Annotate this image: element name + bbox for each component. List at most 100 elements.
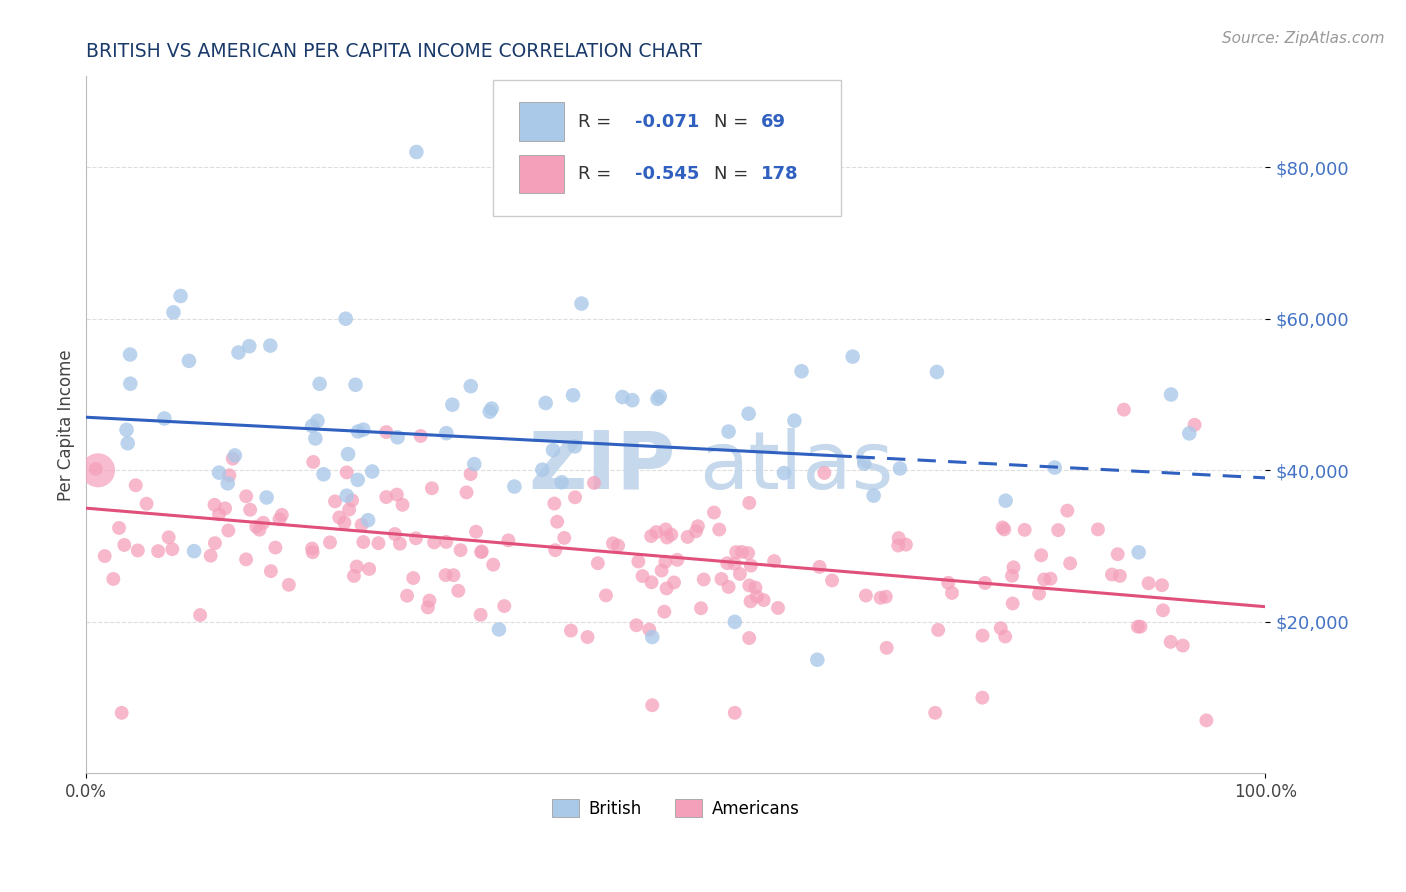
Point [586, 556, 609, 570]
Point [534, 396, 557, 410]
Point [418, 593, 440, 607]
Text: ZIP: ZIP [529, 427, 676, 506]
Point [335, 311, 357, 326]
Point [352, 423, 374, 437]
Point [1002, 560, 1025, 574]
Point [1152, 603, 1174, 617]
Point [347, 425, 370, 439]
Text: -0.545: -0.545 [634, 165, 699, 183]
Point [686, 519, 709, 533]
Point [222, 451, 245, 466]
Point [450, 543, 472, 558]
Point [612, 390, 634, 404]
Point [252, 516, 274, 530]
Point [302, 455, 325, 469]
Point [790, 364, 813, 378]
Point [153, 411, 176, 425]
Point [821, 574, 844, 588]
Point [693, 573, 716, 587]
Point [1137, 576, 1160, 591]
Point [350, 517, 373, 532]
Text: R =: R = [578, 112, 617, 130]
Point [367, 536, 389, 550]
Point [217, 476, 239, 491]
Point [571, 296, 593, 310]
Point [396, 589, 419, 603]
Point [602, 536, 624, 550]
Point [690, 601, 713, 615]
Point [641, 698, 664, 713]
Point [239, 502, 262, 516]
Point [1028, 586, 1050, 600]
Point [993, 523, 1015, 537]
Point [994, 630, 1017, 644]
Point [894, 538, 917, 552]
Point [936, 575, 959, 590]
Point [1195, 714, 1218, 728]
Point [582, 475, 605, 490]
Point [813, 466, 835, 480]
Text: 69: 69 [761, 112, 786, 130]
Point [112, 538, 135, 552]
Point [626, 618, 648, 632]
Point [853, 457, 876, 471]
Point [208, 466, 231, 480]
Point [1107, 547, 1129, 561]
Point [1001, 569, 1024, 583]
Point [740, 594, 762, 608]
Point [724, 557, 747, 571]
Point [887, 539, 910, 553]
Point [724, 615, 747, 629]
Text: Source: ZipAtlas.com: Source: ZipAtlas.com [1222, 31, 1385, 46]
Point [1126, 620, 1149, 634]
Point [405, 145, 427, 159]
Point [1129, 620, 1152, 634]
Legend: British, Americans: British, Americans [546, 792, 807, 824]
Point [737, 546, 759, 560]
Point [1109, 569, 1132, 583]
Point [717, 425, 740, 439]
Point [1184, 417, 1206, 432]
Point [631, 569, 654, 583]
Point [766, 601, 789, 615]
Text: N =: N = [714, 165, 754, 183]
Point [531, 463, 554, 477]
Point [564, 490, 586, 504]
Point [562, 388, 585, 402]
Point [434, 568, 457, 582]
Point [731, 545, 754, 559]
Point [1160, 635, 1182, 649]
Point [728, 566, 751, 581]
Point [169, 289, 191, 303]
Point [270, 508, 292, 522]
Point [576, 630, 599, 644]
Point [336, 466, 359, 480]
Point [752, 593, 775, 607]
Point [343, 569, 366, 583]
Point [1171, 639, 1194, 653]
Point [494, 599, 516, 613]
Point [737, 407, 759, 421]
Point [1031, 548, 1053, 562]
Point [808, 560, 831, 574]
Point [375, 425, 398, 439]
Point [640, 529, 662, 543]
Point [337, 447, 360, 461]
Point [375, 490, 398, 504]
Point [544, 543, 567, 558]
Point [108, 521, 131, 535]
Point [304, 432, 326, 446]
Point [1101, 567, 1123, 582]
Point [941, 586, 963, 600]
Point [560, 624, 582, 638]
Point [641, 630, 664, 644]
Point [481, 401, 503, 416]
Point [111, 706, 134, 720]
Point [443, 568, 465, 582]
Text: R =: R = [578, 165, 617, 183]
Point [924, 706, 946, 720]
Point [655, 582, 678, 596]
Point [384, 527, 406, 541]
Point [1112, 402, 1135, 417]
Point [703, 506, 725, 520]
